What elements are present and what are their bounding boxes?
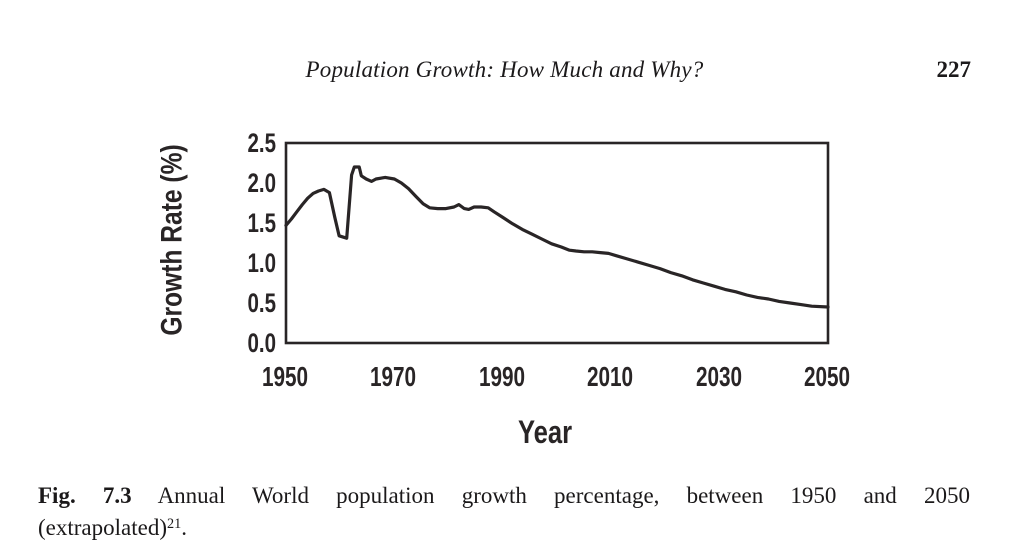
plot-border: [284, 141, 830, 345]
y-tick-2-5: 2.5: [247, 128, 276, 158]
growth-rate-line: [284, 165, 830, 309]
y-tick-0-5: 0.5: [247, 288, 276, 318]
figure-caption-text-2: (extrapolated): [38, 515, 167, 540]
x-tick-2030: 2030: [695, 361, 743, 392]
x-tick-1970: 1970: [369, 361, 417, 392]
y-tick-2-0: 2.0: [247, 168, 276, 198]
figure-caption-line2: (extrapolated)21.: [38, 512, 970, 547]
y-tick-1-5: 1.5: [247, 208, 276, 238]
y-axis-title: Growth Rate (%): [155, 144, 189, 336]
y-tick-0-0: 0.0: [247, 328, 276, 358]
footnote-reference: 21: [166, 515, 182, 532]
x-axis-title: Year: [517, 414, 573, 450]
x-tick-1950: 1950: [261, 361, 309, 392]
page-number: 227: [936, 57, 972, 82]
running-title: Population Growth: How Much and Why?: [305, 57, 704, 82]
x-tick-2010: 2010: [586, 361, 634, 392]
figure-caption-line1: Fig. 7.3 Annual World population growth …: [38, 480, 970, 512]
y-tick-1-0: 1.0: [247, 248, 276, 278]
figure-caption: Fig. 7.3 Annual World population growth …: [38, 480, 970, 547]
figure-number-label: Fig. 7.3: [38, 483, 132, 508]
x-tick-2050: 2050: [803, 361, 851, 392]
caption-period: .: [181, 515, 187, 540]
x-tick-1990: 1990: [478, 361, 526, 392]
figure-caption-text: Annual World population growth percentag…: [157, 483, 970, 508]
